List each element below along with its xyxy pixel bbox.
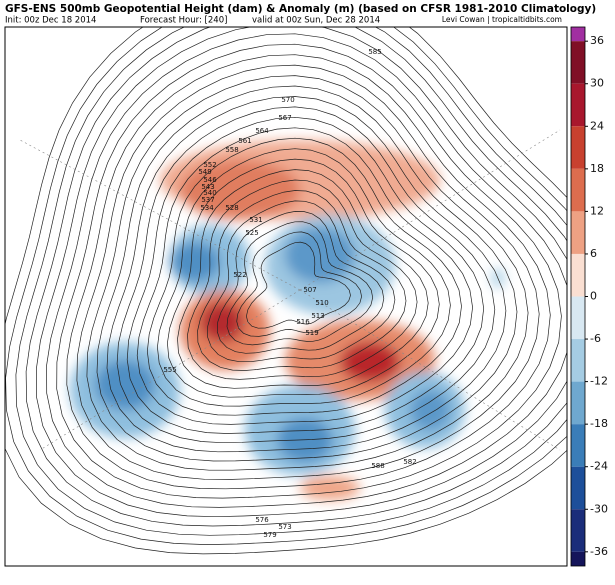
contour-label: 552 xyxy=(203,161,216,169)
contour-label: 573 xyxy=(278,523,291,531)
colorbar-tick-label: 30 xyxy=(590,77,604,90)
colorbar-swatch xyxy=(571,509,585,552)
colorbar-swatch xyxy=(571,41,585,84)
contour-label: 558 xyxy=(225,146,238,154)
contour-line xyxy=(146,137,462,416)
colorbar-tick-label: -18 xyxy=(590,417,608,430)
graticule xyxy=(19,129,561,451)
contour-line xyxy=(157,148,451,407)
contour-line xyxy=(5,27,567,555)
colorbar-tick-label: -12 xyxy=(590,375,608,388)
contour-line xyxy=(36,27,567,518)
contour-label: 525 xyxy=(245,229,258,237)
contour-label: 567 xyxy=(278,114,291,122)
colorbar-tick-label: 12 xyxy=(590,204,604,217)
colorbar: 36 30 24 18 12 6 0 -6 -12 -18 -24 -30 -36 xyxy=(570,26,608,567)
contour-line xyxy=(25,27,567,527)
contour-line xyxy=(56,43,562,499)
colorbar-swatch xyxy=(571,126,585,169)
colorbar-tick-label: 6 xyxy=(590,247,597,260)
contour-label: 579 xyxy=(263,531,276,539)
contour-label: 531 xyxy=(249,216,262,224)
colorbar-swatch xyxy=(571,339,585,382)
title: GFS-ENS 500mb Geopotential Height (dam) … xyxy=(5,3,596,15)
contour-label: 534 xyxy=(200,204,214,212)
contour-line xyxy=(197,190,407,371)
contour-line xyxy=(226,221,374,346)
contour-label: 555 xyxy=(163,366,176,374)
colorbar-tick-label: -24 xyxy=(590,460,608,473)
contour-line xyxy=(207,200,396,363)
contour-line xyxy=(5,27,567,545)
contour-line xyxy=(126,116,485,434)
contour-label: 537 xyxy=(201,196,214,204)
colorbar-swatch xyxy=(571,83,585,127)
colorbar-swatch xyxy=(571,424,585,467)
contour-line xyxy=(15,27,567,536)
contour-line xyxy=(116,106,496,444)
valid-time: valid at 00z Sun, Dec 28 2014 xyxy=(252,16,380,26)
contour-line xyxy=(46,33,567,508)
colorbar-tick-label: -6 xyxy=(590,332,601,345)
colorbar-tick-label: 36 xyxy=(590,34,604,47)
contour-label: 528 xyxy=(225,204,238,212)
colorbar-swatch xyxy=(571,27,585,42)
contour-line xyxy=(136,127,473,425)
colorbar-tick-label: 0 xyxy=(590,290,597,303)
contour-label: 561 xyxy=(238,137,251,145)
contour-label: 549 xyxy=(198,168,211,176)
colorbar-swatch xyxy=(571,168,585,212)
contour-label: 564 xyxy=(255,127,269,135)
contour-label: 510 xyxy=(315,299,328,307)
colorbar-tick-label: -30 xyxy=(590,502,608,515)
colorbar-swatch xyxy=(571,253,585,297)
contour-label: 570 xyxy=(281,96,294,104)
contour-label: 507 xyxy=(303,286,316,294)
contour-label: 540 xyxy=(203,189,216,197)
height-contours xyxy=(5,27,567,555)
colorbar-swatch xyxy=(571,296,585,340)
contour-label: 546 xyxy=(203,176,217,184)
contour-line xyxy=(86,75,529,471)
contour-line xyxy=(246,241,351,329)
colorbar-swatch xyxy=(571,466,585,510)
colorbar-tick-label: 24 xyxy=(590,119,604,132)
contour-line xyxy=(66,54,551,490)
map: 5855825705675645615585525495465435405375… xyxy=(5,27,567,555)
colorbar-swatch xyxy=(571,381,585,425)
contour-line xyxy=(216,211,385,354)
contour-line xyxy=(167,158,440,398)
colorbar-tick-label: -36 xyxy=(590,545,608,558)
colorbar-tick-label: 18 xyxy=(590,162,604,175)
contour-label: 516 xyxy=(296,318,310,326)
contour-line xyxy=(96,85,518,462)
contour-label: 582 xyxy=(403,458,416,466)
contour-line xyxy=(187,179,418,380)
contour-label: 522 xyxy=(233,271,246,279)
contour-label: 588 xyxy=(371,462,384,470)
colorbar-swatch xyxy=(571,551,585,566)
contour-label: 543 xyxy=(201,183,214,191)
contour-label: 513 xyxy=(311,312,324,320)
contour-label: 519 xyxy=(305,329,318,337)
credit: Levi Cowan | tropicaltidbits.com xyxy=(442,15,562,24)
map-frame xyxy=(4,26,568,567)
contour-label: 576 xyxy=(255,516,269,524)
contour-labels: 5855825705675645615585525495465435405375… xyxy=(163,48,416,539)
colorbar-swatch xyxy=(571,211,585,254)
contour-line xyxy=(106,96,507,453)
contour-label: 585 xyxy=(368,48,381,56)
contour-line xyxy=(236,231,362,337)
init-time: Init: 00z Dec 18 2014 xyxy=(5,16,96,26)
contour-line xyxy=(177,169,429,389)
forecast-hour: Forecast Hour: [240] xyxy=(140,16,227,26)
contour-line xyxy=(76,64,540,480)
